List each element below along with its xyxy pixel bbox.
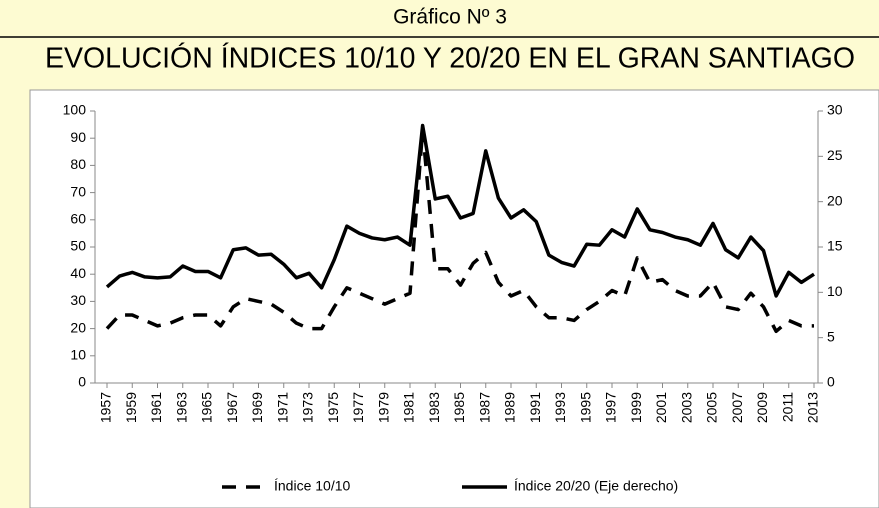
y-tick-label: 40 xyxy=(70,265,86,281)
x-tick-label: 1991 xyxy=(527,392,543,423)
x-tick-label: 1969 xyxy=(249,392,265,423)
x-tick-label: 1985 xyxy=(451,392,467,423)
x-tick-label: 1971 xyxy=(274,392,290,423)
x-tick-label: 1983 xyxy=(426,392,442,423)
x-tick-label: 1997 xyxy=(603,392,619,423)
y-tick-label: 80 xyxy=(70,156,86,172)
x-tick-label: 1965 xyxy=(199,392,215,423)
chart-subtitle: EVOLUCIÓN ÍNDICES 10/10 Y 20/20 EN EL GR… xyxy=(45,42,855,75)
chart-area xyxy=(29,89,879,508)
y-tick-label: 0 xyxy=(78,374,86,390)
x-tick-label: 2001 xyxy=(653,392,669,423)
x-tick-label: 1959 xyxy=(123,392,139,423)
legend-label: Índice 10/10 xyxy=(274,478,350,494)
x-tick-label: 1987 xyxy=(476,392,492,423)
y2-tick-label: 25 xyxy=(827,147,843,163)
y2-tick-label: 20 xyxy=(827,192,843,208)
series-line xyxy=(105,123,815,298)
series-line xyxy=(105,128,814,334)
y-tick-label: 100 xyxy=(63,102,87,118)
x-tick-label: 2011 xyxy=(779,392,795,422)
y-tick-label: 60 xyxy=(70,211,86,227)
y2-tick-label: 10 xyxy=(827,283,843,299)
y-tick-label: 70 xyxy=(70,183,86,199)
chart-title: Gráfico Nº 3 xyxy=(393,6,507,29)
x-tick-label: 2009 xyxy=(754,392,770,423)
x-tick-label: 1999 xyxy=(628,392,644,423)
x-tick-label: 1981 xyxy=(401,392,417,423)
legend-label: Índice 20/20 (Eje derecho) xyxy=(514,478,678,494)
y2-tick-label: 15 xyxy=(827,238,843,254)
y2-tick-label: 30 xyxy=(827,102,843,118)
x-tick-label: 1993 xyxy=(552,392,568,423)
x-tick-label: 1963 xyxy=(173,392,189,423)
x-tick-label: 1973 xyxy=(300,392,316,423)
x-tick-label: 1977 xyxy=(350,392,366,423)
x-tick-label: 2007 xyxy=(729,392,745,423)
x-tick-label: 1967 xyxy=(224,392,240,423)
y-tick-label: 30 xyxy=(70,292,86,308)
y-tick-label: 10 xyxy=(70,347,86,363)
x-tick-label: 2003 xyxy=(678,392,694,423)
x-tick-label: 2005 xyxy=(704,392,720,423)
x-tick-label: 2013 xyxy=(805,392,821,423)
x-tick-label: 1957 xyxy=(98,392,114,423)
x-tick-label: 1989 xyxy=(502,392,518,423)
x-tick-label: 1995 xyxy=(577,392,593,423)
x-tick-label: 1975 xyxy=(325,392,341,423)
y2-tick-label: 5 xyxy=(827,328,835,344)
x-tick-label: 1979 xyxy=(375,392,391,423)
y-tick-label: 20 xyxy=(70,319,86,335)
x-tick-label: 1961 xyxy=(148,392,164,423)
y-tick-label: 50 xyxy=(70,238,86,254)
y-tick-label: 90 xyxy=(70,129,86,145)
y2-tick-label: 0 xyxy=(827,374,835,390)
